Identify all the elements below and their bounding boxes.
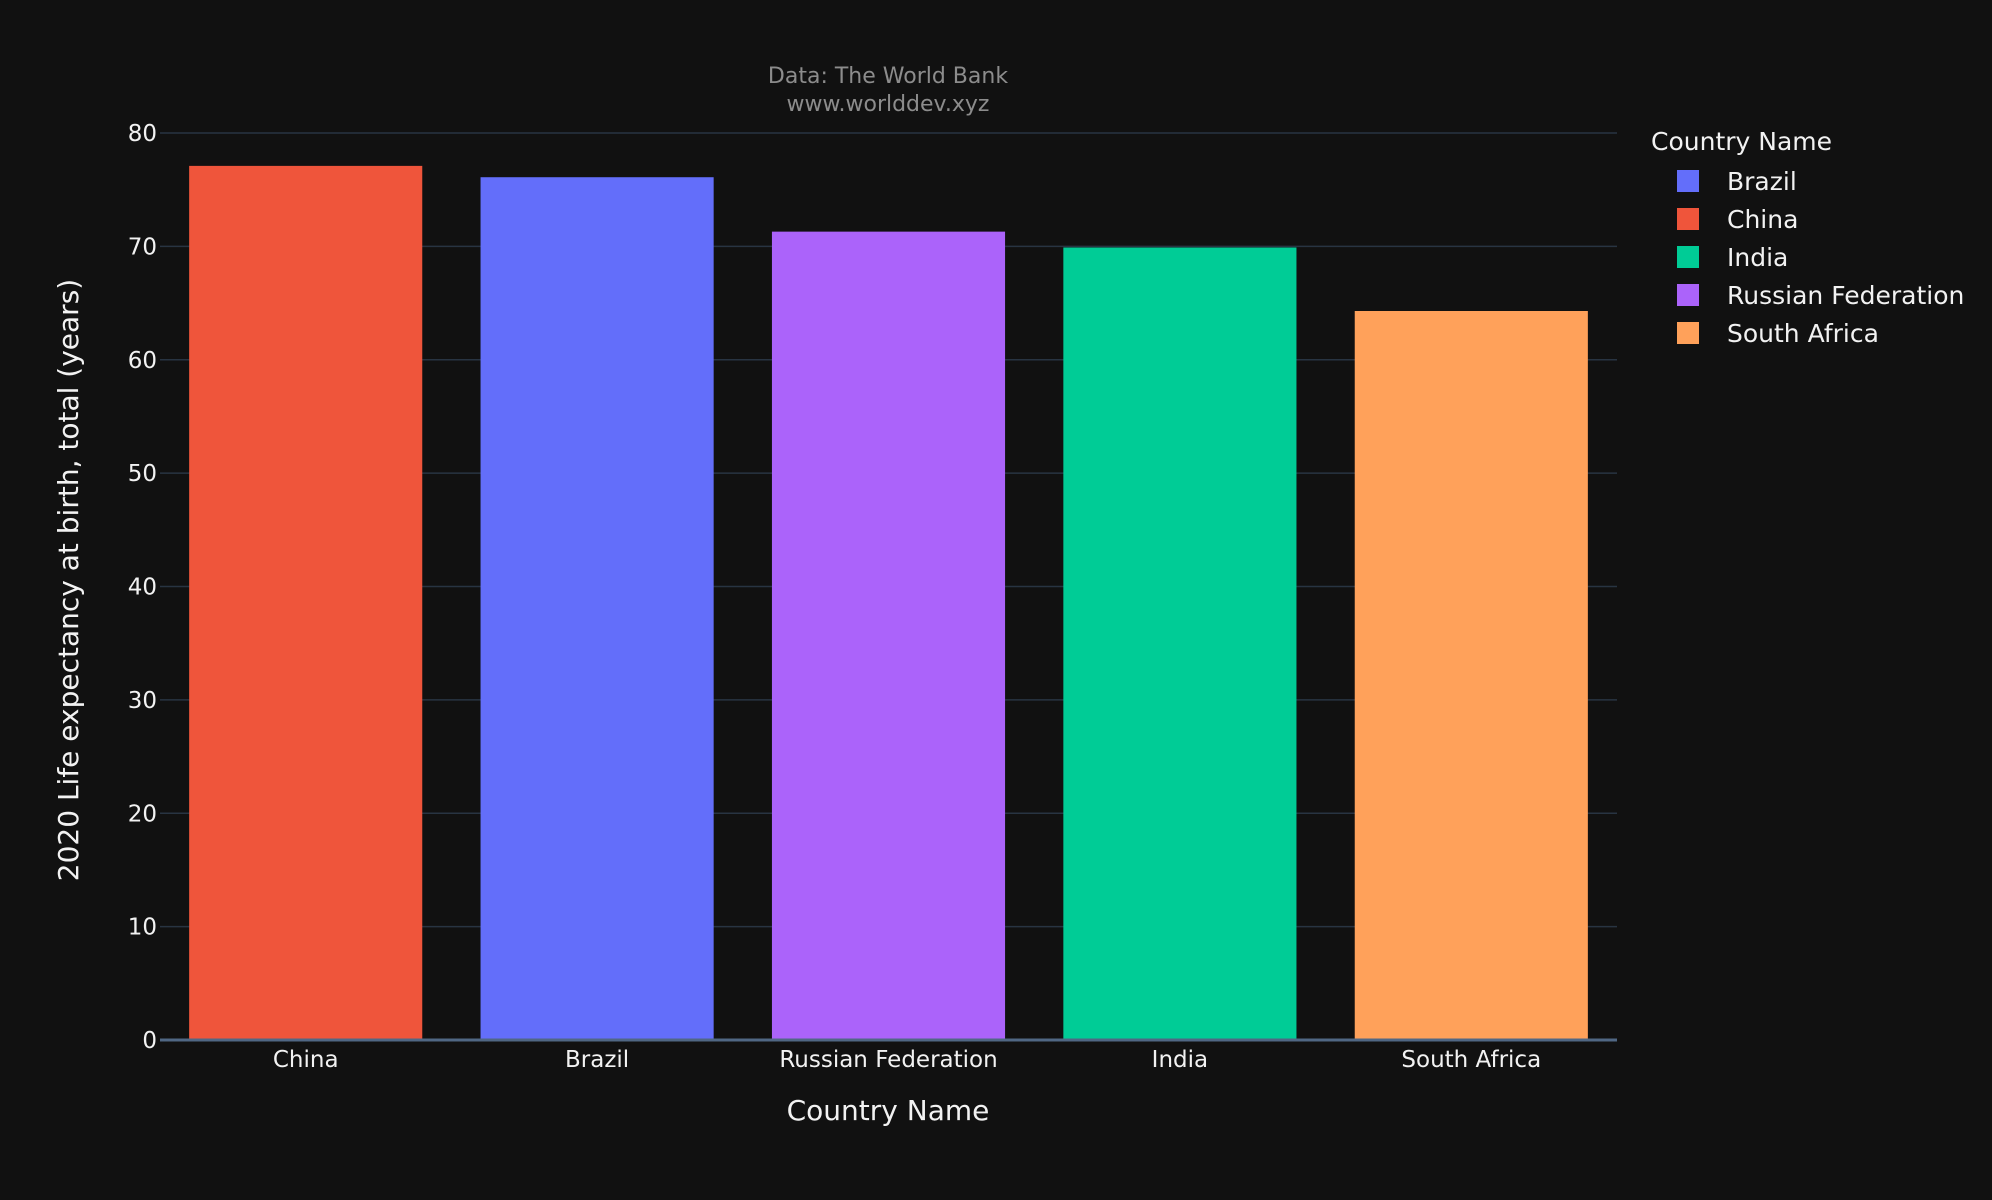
legend-items: Brazil China India Russian Federation South … [1677,167,1964,348]
legend: Country Name Brazil China India Russian Fed… [1651,127,1964,348]
y-tick-label: 80 [128,121,157,147]
legend-swatch[interactable] [1677,246,1699,268]
y-tick-label: 50 [128,461,157,487]
x-tick-label: India [1152,1047,1208,1073]
y-tick-label: 20 [128,801,157,827]
bars [189,165,1588,1041]
y-tick-label: 70 [128,234,157,260]
bar-china[interactable] [189,165,423,1040]
legend-label[interactable]: Brazil [1727,167,1797,196]
legend-swatch[interactable] [1677,170,1699,192]
bar-brazil[interactable] [480,177,714,1040]
legend-label[interactable]: China [1727,205,1798,234]
y-axis-title: 2020 Life expectancy at birth, total (ye… [52,279,85,881]
x-tick-labels: China Brazil Russian Federation India South … [273,1047,1541,1073]
bar-south-africa[interactable] [1354,310,1588,1040]
legend-swatch[interactable] [1677,284,1699,306]
legend-label[interactable]: India [1727,243,1788,272]
legend-label[interactable]: Russian Federation [1727,281,1964,310]
y-tick-label: 10 [128,915,157,941]
y-tick-label: 40 [128,575,157,601]
x-tick-label: Brazil [565,1047,629,1073]
y-tick-label: 30 [128,688,157,714]
y-tick-labels: 0 10 20 30 40 50 60 70 80 [128,121,157,1054]
x-axis-title: Country Name [787,1094,990,1127]
y-tick-label: 0 [142,1028,157,1054]
chart-title-line2: www.worlddev.xyz [787,92,990,117]
legend-swatch[interactable] [1677,322,1699,344]
legend-title: Country Name [1651,127,1832,156]
bar-russian-federation[interactable] [771,231,1006,1041]
legend-swatch[interactable] [1677,208,1699,230]
y-tick-label: 60 [128,348,157,374]
legend-label[interactable]: South Africa [1727,319,1879,348]
x-tick-label: China [273,1047,339,1073]
x-tick-label: South Africa [1401,1047,1541,1073]
x-tick-label: Russian Federation [779,1047,997,1073]
bar-india[interactable] [1063,247,1297,1041]
chart-title-line1: Data: The World Bank [768,64,1008,89]
